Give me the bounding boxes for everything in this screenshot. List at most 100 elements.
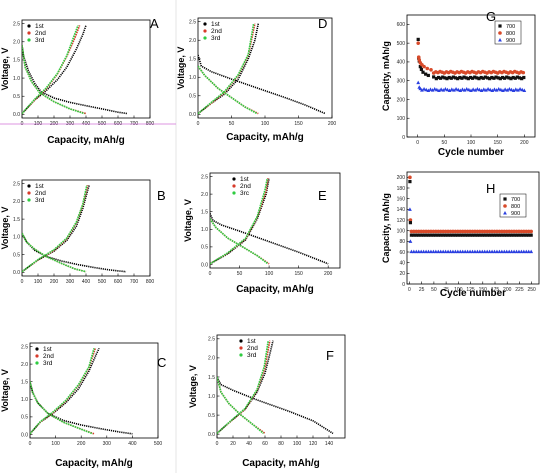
legend-marker: [232, 177, 236, 181]
legend-label: 1st: [43, 346, 52, 353]
panel-h: 0 25 50 75 100 125 150 175 200 225 250020406080100…: [381, 171, 540, 299]
legend-marker: [203, 29, 207, 33]
legend-label: 700: [506, 24, 515, 30]
data-point-900: [446, 249, 450, 254]
series-line-2nd: [22, 232, 87, 273]
legend-marker: [27, 198, 31, 202]
x-tick-label: 50: [442, 140, 448, 146]
y-tick-label: 1.0: [21, 397, 28, 403]
data-point-700: [456, 77, 460, 81]
data-point-900: [487, 249, 492, 254]
x-tick-label: 700: [130, 279, 139, 285]
data-point-700: [477, 77, 481, 81]
series-line-2nd: [217, 376, 266, 435]
data-point-800: [429, 68, 433, 72]
legend-label: 3rd: [211, 35, 221, 42]
y-tick-label: 1.0: [201, 227, 208, 233]
data-point-900: [452, 88, 456, 92]
x-tick-label: 0: [197, 121, 200, 127]
data-point-900: [408, 207, 412, 211]
legend-label: 3rd: [35, 37, 45, 44]
data-point-700: [431, 233, 435, 237]
x-tick-label: 50: [229, 121, 235, 127]
data-point-800: [417, 58, 422, 62]
data-point-900: [481, 87, 486, 91]
data-point-700: [417, 233, 421, 237]
x-tick-label: 150: [294, 271, 303, 277]
data-point-700: [475, 233, 479, 237]
data-point-700: [515, 75, 519, 79]
data-point-700: [497, 233, 501, 237]
x-tick-label: 25: [419, 287, 425, 293]
series-line-2nd: [210, 178, 269, 265]
x-axis-label: Capacity, mAh/g: [236, 284, 314, 295]
data-point-700: [510, 233, 514, 237]
data-point-900: [416, 80, 421, 85]
y-tick-label: 1.0: [13, 235, 20, 241]
data-point-900: [443, 86, 448, 91]
data-point-700: [466, 233, 470, 237]
data-point-900: [416, 249, 421, 254]
data-point-800: [529, 229, 533, 234]
data-point-700: [490, 75, 494, 80]
panel-c: 0 100 200 300 400 500 0.0 0.5 1.0 1.5 2.0 2.5 Capaci…: [0, 342, 166, 469]
y-tick-label: 2.5: [208, 337, 215, 343]
data-point-900: [418, 86, 423, 91]
y-tick-label: 200: [397, 97, 406, 103]
x-axis-label: Cycle number: [438, 147, 504, 158]
data-point-700: [441, 75, 445, 79]
data-point-700: [481, 76, 485, 80]
series-line-1st: [22, 45, 128, 115]
data-point-700: [513, 76, 517, 80]
data-point-900: [414, 249, 419, 254]
data-point-700: [439, 233, 443, 237]
data-point-700: [500, 233, 504, 237]
data-point-700: [502, 233, 506, 237]
data-point-900: [496, 86, 501, 91]
data-point-700: [483, 233, 487, 237]
series-line-1st: [217, 376, 334, 435]
legend-marker: [35, 361, 39, 365]
data-point-800: [408, 175, 412, 180]
data-point-700: [529, 233, 533, 237]
y-axis-label: Voltage, V: [188, 365, 198, 408]
x-tick-label: 0: [408, 287, 411, 293]
data-point-700: [468, 75, 473, 80]
legend-marker: [27, 191, 31, 195]
x-axis-label: Capacity, mAh/g: [242, 458, 320, 469]
data-point-900: [468, 249, 472, 254]
series-line-1st: [22, 232, 127, 273]
legend-marker: [239, 353, 243, 357]
data-point-700: [409, 233, 413, 237]
data-point-900: [426, 88, 431, 92]
data-point-700: [498, 77, 502, 81]
data-point-900: [424, 249, 428, 254]
data-point-700: [449, 76, 453, 80]
y-tick-label: 1.0: [189, 75, 196, 81]
data-point-900: [445, 87, 450, 92]
plot-frame: [29, 342, 159, 439]
series-line-3rd: [210, 178, 269, 265]
data-point-900: [431, 249, 436, 254]
data-point-700: [512, 233, 516, 237]
legend-label: 2nd: [35, 190, 46, 197]
data-point-900: [480, 249, 485, 254]
data-point-700: [408, 221, 413, 225]
y-axis-label: Voltage, V: [183, 199, 193, 242]
x-tick-label: 100: [34, 279, 43, 285]
y-tick-label: 1.0: [13, 76, 20, 82]
y-tick-label: 160: [397, 196, 406, 202]
legend-label: 3rc: [240, 190, 250, 197]
x-tick-label: 120: [309, 441, 318, 447]
series-line-3rd: [217, 376, 264, 435]
y-tick-label: 100: [397, 116, 406, 122]
data-point-900: [513, 87, 518, 91]
data-point-700: [464, 76, 468, 80]
y-axis-label: Capacity, mAh/g: [381, 193, 391, 263]
legend-label: 3rd: [35, 197, 45, 204]
x-tick-label: 125: [466, 287, 475, 293]
x-tick-label: 0: [209, 271, 212, 277]
data-point-900: [516, 88, 520, 92]
data-point-800: [521, 70, 526, 75]
x-tick-label: 500: [154, 441, 163, 447]
